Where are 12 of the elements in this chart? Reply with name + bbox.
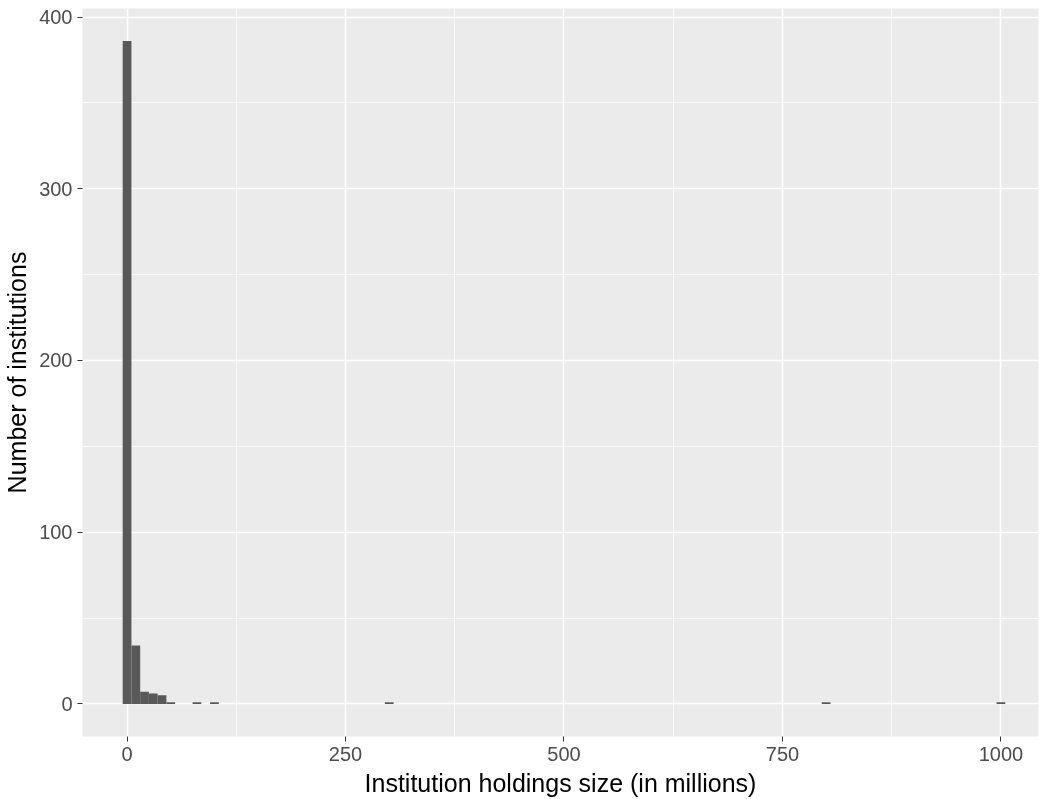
- y-tick-label: 300: [39, 177, 73, 200]
- x-tick-label: 1000: [978, 742, 1024, 765]
- y-tick-label: 100: [39, 521, 73, 544]
- x-tick-label: 500: [547, 742, 581, 765]
- y-tick-label: 200: [39, 349, 73, 372]
- x-tick-label: 250: [328, 742, 363, 765]
- x-tick-label: 750: [765, 742, 800, 765]
- x-axis-title: Institution holdings size (in millions): [364, 768, 757, 797]
- y-axis-title: Number of institutions: [3, 251, 32, 494]
- y-tick-label: 0: [61, 692, 73, 715]
- y-tick-label: 400: [39, 6, 73, 29]
- x-tick-label: 0: [121, 742, 133, 765]
